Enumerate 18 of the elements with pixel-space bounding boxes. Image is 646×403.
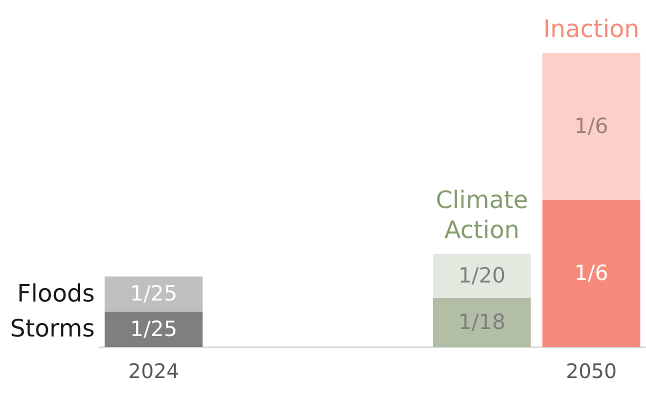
data-label: 1/25: [130, 282, 178, 306]
x-tick-label: 2024: [128, 359, 180, 384]
data-label: 1/25: [130, 316, 178, 341]
data-label: 1/20: [458, 263, 506, 288]
series-label: Floods: [17, 279, 95, 308]
annotation: Inaction: [543, 15, 640, 44]
data-label: 1/6: [574, 260, 608, 285]
bar: [542, 200, 640, 347]
bar: [542, 53, 640, 200]
bar: [104, 312, 203, 347]
bar: [432, 298, 531, 347]
x-tick-label: 2050: [566, 359, 617, 384]
annotation: Climate Action: [436, 186, 528, 244]
data-label: 1/6: [574, 114, 608, 138]
series-label: Storms: [10, 314, 95, 343]
bar: [432, 254, 531, 298]
bar: [104, 276, 203, 312]
data-label: 1/18: [458, 310, 506, 334]
